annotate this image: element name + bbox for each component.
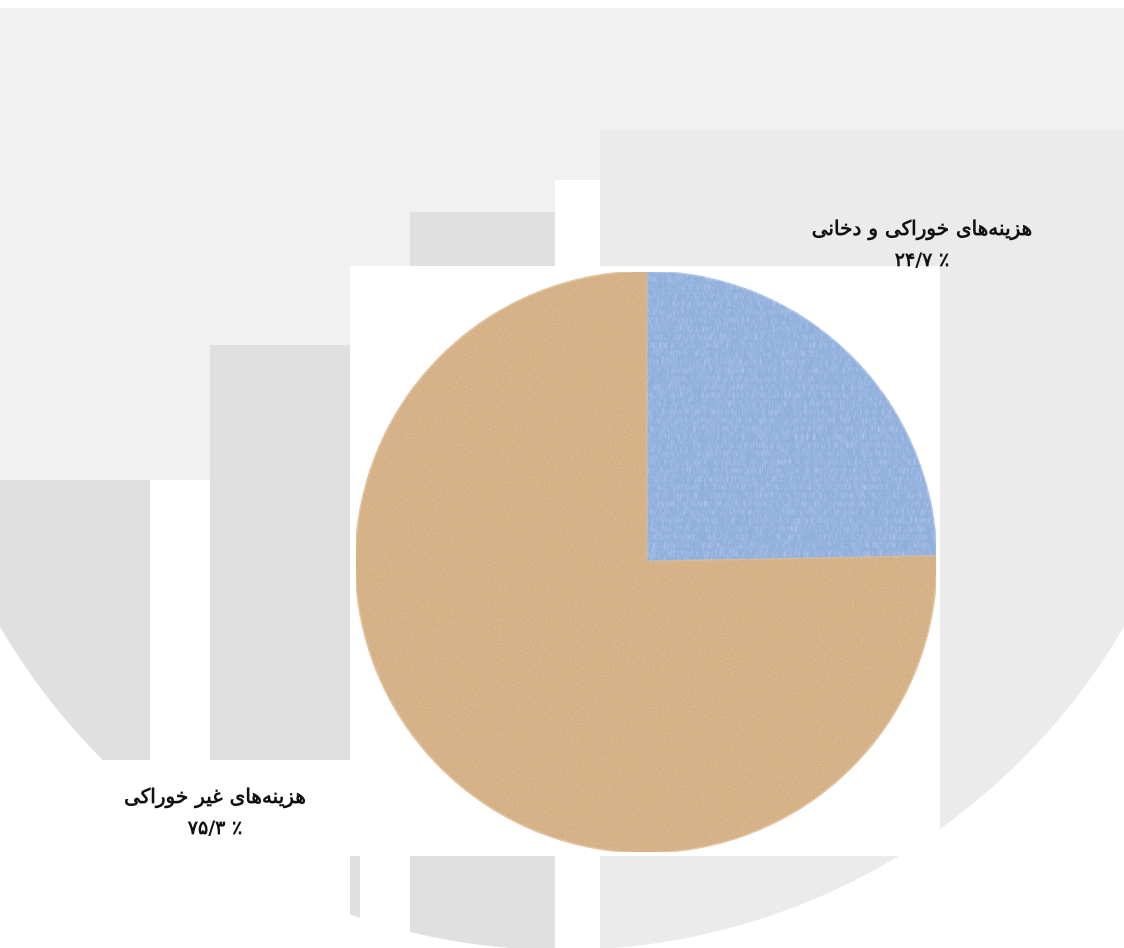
slice-label-nonfood-value: ٪ ۷۵/۳	[187, 817, 243, 839]
slice-label-food: هزینه‌های خوراکی و دخانی ٪ ۲۴/۷	[772, 212, 1072, 276]
slice-label-nonfood: هزینه‌های غیر خوراکی ٪ ۷۵/۳	[80, 760, 350, 948]
pie-slice-nonfood-texture	[354, 270, 938, 854]
slice-label-food-name: هزینه‌های خوراکی و دخانی	[811, 216, 1033, 240]
slice-label-food-value: ٪ ۲۴/۷	[894, 249, 950, 271]
pie-slice-food-texture	[644, 270, 938, 564]
slice-label-nonfood-name: هزینه‌های غیر خوراکی	[124, 784, 306, 808]
